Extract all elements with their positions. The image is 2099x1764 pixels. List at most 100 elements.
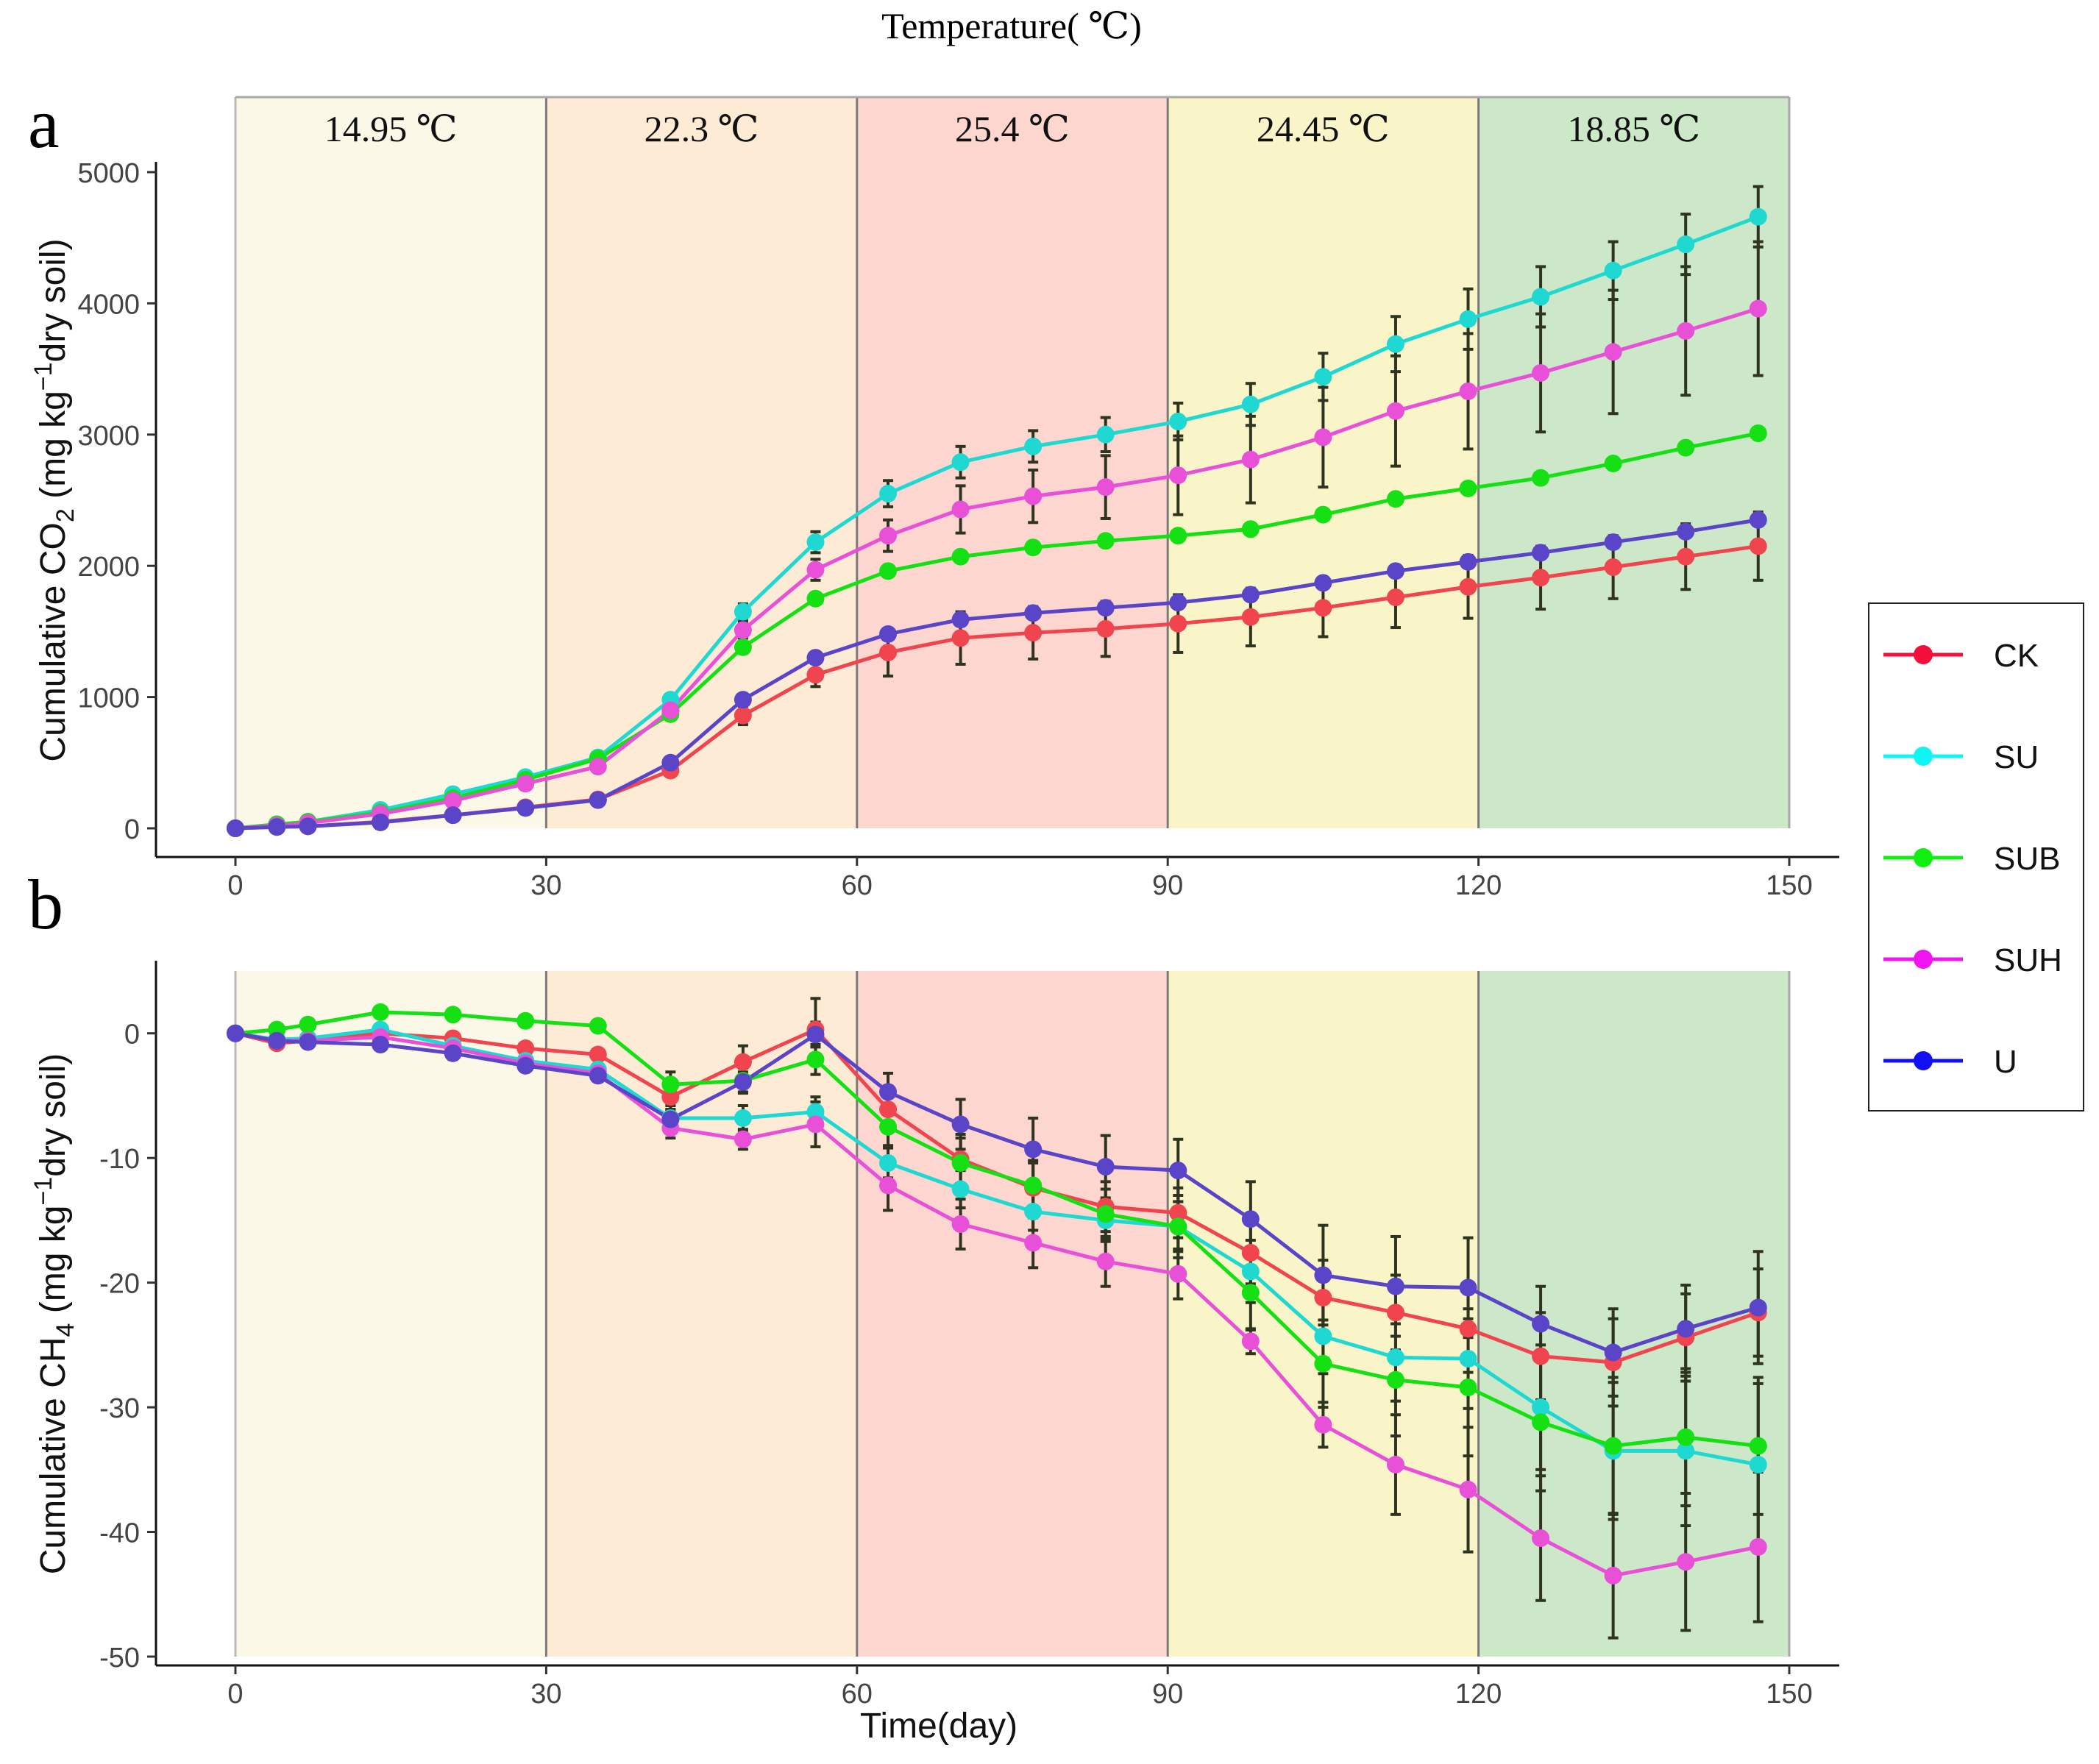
- panel-label-a: a: [28, 84, 60, 163]
- panel-label-b: b: [28, 865, 63, 944]
- y-tick-label: -50: [99, 1643, 140, 1674]
- data-point-suh: [1169, 466, 1187, 485]
- data-point-ck: [1314, 599, 1332, 617]
- data-point-suh: [661, 701, 680, 719]
- data-point-u: [268, 1031, 286, 1050]
- temperature-label: 24.45 ℃: [1257, 108, 1390, 149]
- y-axis-label: Cumulative CH4 (mg kg−1dry soil): [29, 1053, 79, 1575]
- data-point-u: [372, 813, 390, 831]
- data-point-u: [806, 649, 825, 667]
- y-axis-label-superscript: −1: [29, 1177, 57, 1206]
- data-point-ck: [1386, 588, 1404, 607]
- data-point-sub: [1604, 455, 1622, 473]
- data-point-u: [1024, 604, 1043, 622]
- data-point-su: [806, 533, 825, 552]
- data-point-ck: [1459, 577, 1477, 596]
- data-point-suh: [1096, 1252, 1115, 1270]
- data-point-su: [951, 1180, 970, 1198]
- data-point-su: [1532, 288, 1550, 306]
- data-point-ck: [879, 1100, 898, 1119]
- data-point-u: [227, 1024, 244, 1042]
- data-point-su: [1459, 1350, 1477, 1368]
- data-point-ck: [1532, 1347, 1550, 1365]
- y-axis-label-part: (mg kg: [34, 391, 73, 508]
- data-point-u: [1169, 594, 1187, 612]
- data-point-su: [1024, 1203, 1043, 1221]
- data-point-u: [1604, 533, 1622, 552]
- data-point-u: [806, 1025, 825, 1044]
- data-point-sub: [1169, 527, 1187, 545]
- y-axis-label-part: Cumulative CO: [34, 522, 73, 761]
- data-point-sub: [589, 1017, 607, 1035]
- data-point-suh: [1604, 1566, 1622, 1585]
- data-point-suh: [879, 1176, 898, 1195]
- data-point-u: [1241, 1210, 1260, 1228]
- data-point-suh: [1386, 402, 1404, 420]
- data-point-u: [1314, 574, 1332, 592]
- data-point-suh: [1459, 382, 1477, 400]
- data-point-u: [1024, 1140, 1043, 1159]
- data-point-ck: [1024, 624, 1043, 642]
- data-point-sub: [1241, 1284, 1260, 1302]
- data-point-su: [1386, 1348, 1404, 1367]
- data-point-u: [1459, 552, 1477, 571]
- data-point-ck: [734, 1053, 752, 1071]
- data-point-suh: [1604, 343, 1622, 361]
- data-point-su: [1386, 335, 1404, 353]
- data-point-sub: [1459, 479, 1477, 497]
- data-point-u: [227, 819, 244, 837]
- data-point-su: [1604, 261, 1622, 280]
- legend-label-sub: SUB: [1994, 841, 2060, 877]
- data-point-ck: [1169, 1203, 1187, 1222]
- data-point-u: [951, 1115, 970, 1134]
- co2-panel: 14.95 ℃ 22.3 ℃ 25.4 ℃ 24.45 ℃ 18.85 ℃0100020…: [29, 96, 1839, 901]
- data-point-suh: [1024, 1234, 1043, 1252]
- legend-marker-suh: [1914, 950, 1933, 969]
- data-point-ck: [1241, 608, 1260, 626]
- data-point-suh: [1532, 363, 1550, 382]
- data-point-su: [734, 602, 752, 621]
- data-point-su: [1677, 1442, 1695, 1460]
- data-point-sub: [1749, 1437, 1767, 1455]
- x-tick-label: 120: [1455, 870, 1502, 901]
- data-point-sub: [806, 589, 825, 608]
- data-point-sub: [879, 1117, 898, 1136]
- data-point-u: [951, 611, 970, 629]
- x-tick-label: 90: [1152, 870, 1183, 901]
- data-point-ck: [1169, 614, 1187, 633]
- y-axis-label-subscript: 2: [52, 508, 79, 522]
- x-tick-label: 60: [842, 870, 873, 901]
- data-point-u: [589, 791, 607, 809]
- legend-marker-sub: [1914, 848, 1933, 867]
- data-point-sub: [879, 562, 898, 580]
- x-tick-label: 150: [1766, 1679, 1812, 1710]
- x-tick-label: 150: [1766, 870, 1812, 901]
- y-axis-label: Cumulative CO2 (mg kg−1dry soil): [29, 238, 79, 761]
- data-point-suh: [1459, 1480, 1477, 1498]
- y-axis-label-part: dry soil): [34, 238, 73, 362]
- data-point-ck: [1459, 1320, 1477, 1338]
- temperature-band: [546, 971, 857, 1657]
- data-point-su: [1241, 395, 1260, 413]
- data-point-u: [1314, 1266, 1332, 1284]
- y-axis-label-part: (mg kg: [34, 1206, 73, 1323]
- data-point-sub: [1677, 1428, 1695, 1446]
- legend: CK SU SUB SUH U: [1868, 602, 2084, 1112]
- data-point-suh: [734, 621, 752, 639]
- y-tick-label: -20: [99, 1269, 140, 1300]
- data-point-ck: [1677, 547, 1695, 566]
- data-point-suh: [879, 527, 898, 545]
- header-title: Temperature( ℃): [881, 5, 1142, 46]
- data-point-u: [516, 1056, 535, 1075]
- data-point-suh: [1314, 428, 1332, 447]
- data-point-suh: [734, 1130, 752, 1148]
- data-point-suh: [516, 775, 535, 793]
- y-tick-label: -10: [99, 1144, 140, 1175]
- temperature-label: 22.3 ℃: [644, 108, 759, 149]
- data-point-sub: [1096, 532, 1115, 550]
- data-point-u: [372, 1035, 390, 1053]
- data-point-su: [1169, 412, 1187, 430]
- data-point-ck: [806, 666, 825, 684]
- x-axis-label: Time(day): [860, 1707, 1017, 1746]
